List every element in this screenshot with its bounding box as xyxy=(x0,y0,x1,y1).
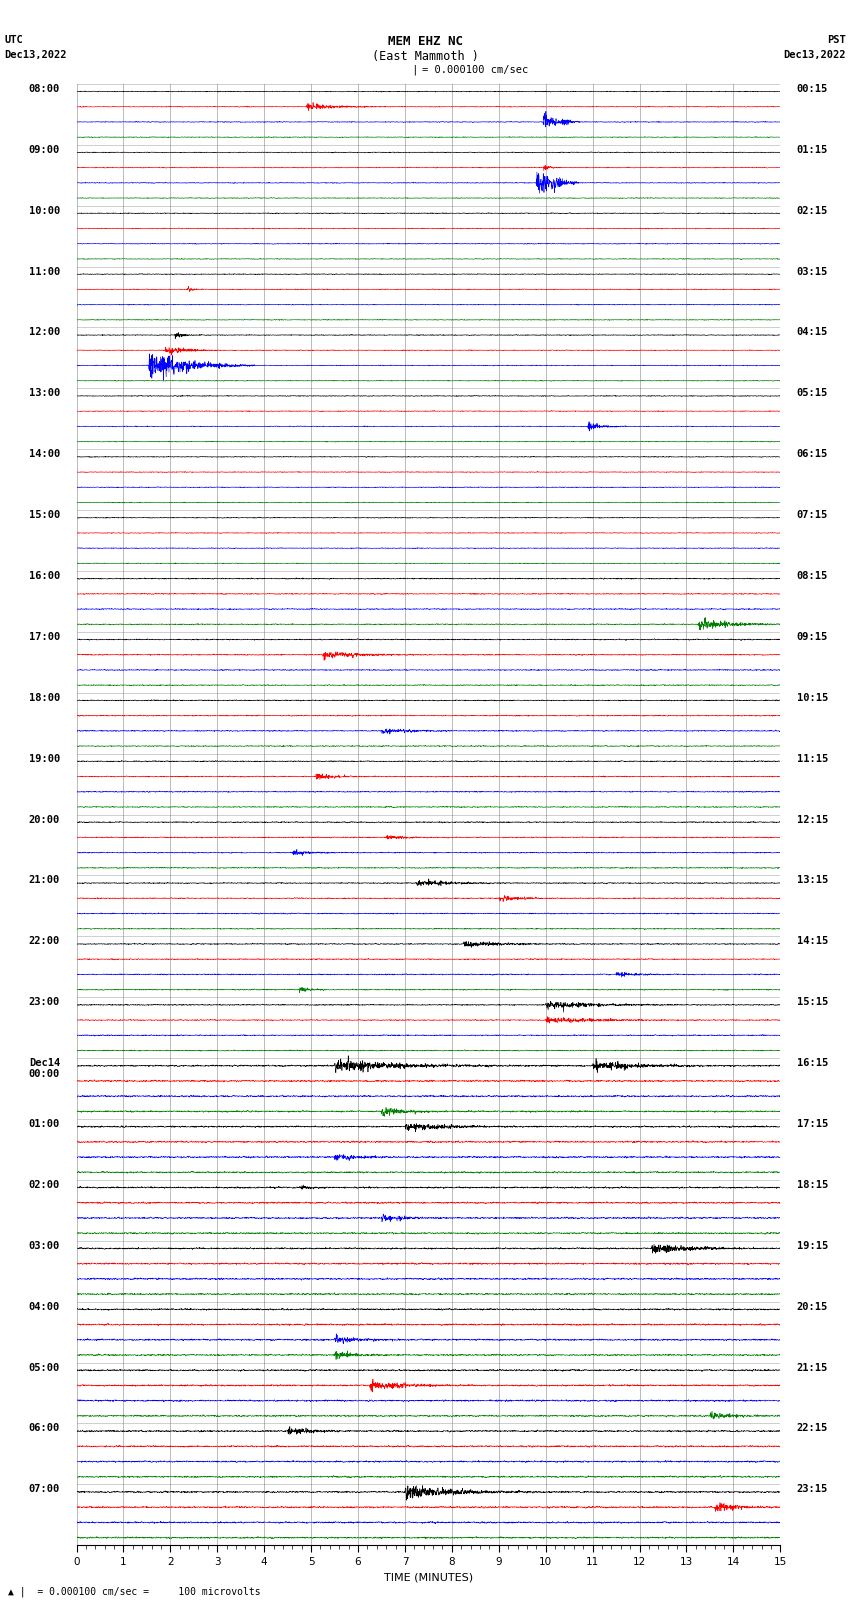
Text: 20:15: 20:15 xyxy=(796,1302,828,1311)
Text: 10:15: 10:15 xyxy=(796,694,828,703)
Text: 15:00: 15:00 xyxy=(29,510,60,519)
Text: 16:15: 16:15 xyxy=(796,1058,828,1068)
Text: 23:15: 23:15 xyxy=(796,1484,828,1494)
Text: 18:15: 18:15 xyxy=(796,1181,828,1190)
Text: 06:00: 06:00 xyxy=(29,1423,60,1434)
Text: 05:15: 05:15 xyxy=(796,389,828,398)
Text: (East Mammoth ): (East Mammoth ) xyxy=(371,50,479,63)
Text: 13:15: 13:15 xyxy=(796,876,828,886)
Text: 02:00: 02:00 xyxy=(29,1181,60,1190)
X-axis label: TIME (MINUTES): TIME (MINUTES) xyxy=(384,1573,473,1582)
Text: UTC: UTC xyxy=(4,35,23,45)
Text: 12:00: 12:00 xyxy=(29,327,60,337)
Text: 19:15: 19:15 xyxy=(796,1240,828,1250)
Text: 22:00: 22:00 xyxy=(29,936,60,947)
Text: = 0.000100 cm/sec: = 0.000100 cm/sec xyxy=(422,65,528,74)
Text: 05:00: 05:00 xyxy=(29,1363,60,1373)
Text: 07:00: 07:00 xyxy=(29,1484,60,1494)
Text: 04:15: 04:15 xyxy=(796,327,828,337)
Text: Dec14
00:00: Dec14 00:00 xyxy=(29,1058,60,1079)
Text: Dec13,2022: Dec13,2022 xyxy=(783,50,846,60)
Text: 07:15: 07:15 xyxy=(796,510,828,519)
Text: 09:00: 09:00 xyxy=(29,145,60,155)
Text: 17:15: 17:15 xyxy=(796,1119,828,1129)
Text: |: | xyxy=(411,65,418,76)
Text: 20:00: 20:00 xyxy=(29,815,60,824)
Text: 18:00: 18:00 xyxy=(29,694,60,703)
Text: Dec13,2022: Dec13,2022 xyxy=(4,50,67,60)
Text: 12:15: 12:15 xyxy=(796,815,828,824)
Text: 14:15: 14:15 xyxy=(796,936,828,947)
Text: 08:15: 08:15 xyxy=(796,571,828,581)
Text: 11:00: 11:00 xyxy=(29,266,60,276)
Text: ▲ |  = 0.000100 cm/sec =     100 microvolts: ▲ | = 0.000100 cm/sec = 100 microvolts xyxy=(8,1586,261,1597)
Text: 03:00: 03:00 xyxy=(29,1240,60,1250)
Text: 15:15: 15:15 xyxy=(796,997,828,1007)
Text: 01:15: 01:15 xyxy=(796,145,828,155)
Text: 19:00: 19:00 xyxy=(29,753,60,763)
Text: MEM EHZ NC: MEM EHZ NC xyxy=(388,35,462,48)
Text: 02:15: 02:15 xyxy=(796,206,828,216)
Text: 00:15: 00:15 xyxy=(796,84,828,94)
Text: 03:15: 03:15 xyxy=(796,266,828,276)
Text: 21:15: 21:15 xyxy=(796,1363,828,1373)
Text: 11:15: 11:15 xyxy=(796,753,828,763)
Text: 01:00: 01:00 xyxy=(29,1119,60,1129)
Text: 16:00: 16:00 xyxy=(29,571,60,581)
Text: 23:00: 23:00 xyxy=(29,997,60,1007)
Text: 14:00: 14:00 xyxy=(29,448,60,460)
Text: 13:00: 13:00 xyxy=(29,389,60,398)
Text: PST: PST xyxy=(827,35,846,45)
Text: 21:00: 21:00 xyxy=(29,876,60,886)
Text: 06:15: 06:15 xyxy=(796,448,828,460)
Text: 04:00: 04:00 xyxy=(29,1302,60,1311)
Text: 10:00: 10:00 xyxy=(29,206,60,216)
Text: 22:15: 22:15 xyxy=(796,1423,828,1434)
Text: 09:15: 09:15 xyxy=(796,632,828,642)
Text: 17:00: 17:00 xyxy=(29,632,60,642)
Text: 08:00: 08:00 xyxy=(29,84,60,94)
